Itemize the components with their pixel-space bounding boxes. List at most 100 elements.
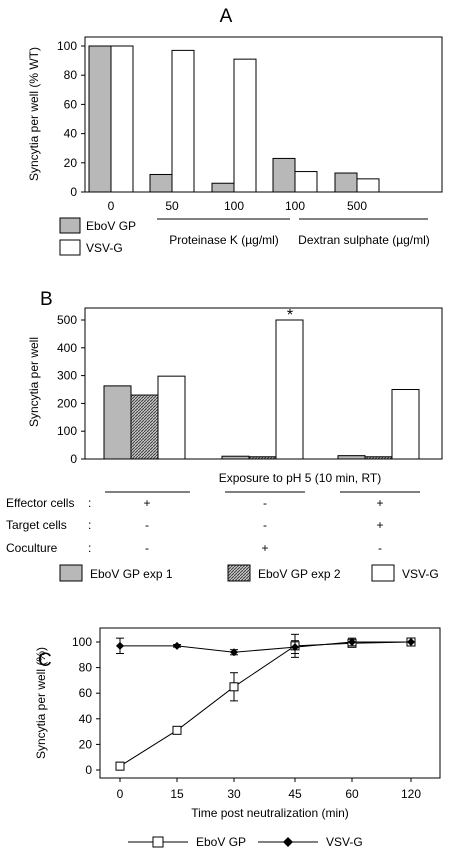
panel-c-y-tick-label: 60 xyxy=(79,686,93,700)
panel-a-y-ticks: 0 20 40 60 80 100 xyxy=(57,39,85,199)
panel-a-y-tick-label: 40 xyxy=(64,127,78,141)
legend-b-exp2-label: EboV GP exp 2 xyxy=(258,567,341,581)
panel-a-x-tick-label: 50 xyxy=(165,199,179,213)
condition-row-label: Target cells xyxy=(6,518,67,532)
series-line-ebov xyxy=(119,641,412,767)
panel-b-bars xyxy=(103,319,420,460)
condition-row-separator: : xyxy=(88,496,91,510)
legend-c-vsv-marker xyxy=(283,837,293,847)
bar-a-vsv xyxy=(171,49,195,193)
panel-c: C Syncytia per well (%) 0 20 40 60 80 100 0 15… xyxy=(34,627,441,849)
panel-c-y-tick-label: 20 xyxy=(79,737,93,751)
panel-c-y-tick-label: 40 xyxy=(79,712,93,726)
point-ebov xyxy=(172,725,182,735)
panel-b-y-tick-label: 300 xyxy=(57,369,77,383)
panel-b-y-tick-label: 400 xyxy=(57,341,77,355)
panel-c-y-ticks: 0 20 40 60 80 100 xyxy=(72,635,100,777)
panel-c-series xyxy=(115,633,416,771)
panel-c-legend: EboV GP VSV-G xyxy=(128,835,363,849)
condition-cell: - xyxy=(145,518,149,532)
bar-a-vsv xyxy=(110,45,134,193)
condition-cell: + xyxy=(261,541,268,555)
panel-b-letter: B xyxy=(40,289,53,310)
condition-row-label: Coculture xyxy=(6,541,58,555)
legend-a-ebov-swatch xyxy=(59,217,81,234)
point-vsv xyxy=(407,638,415,646)
panel-c-y-tick-label: 80 xyxy=(79,661,93,675)
panel-b-y-tick-label: 0 xyxy=(70,452,77,466)
bar-b-exp2 xyxy=(130,394,159,460)
significance-asterisk: * xyxy=(287,307,293,324)
panel-a-y-axis-title: Syncytia per well (% WT) xyxy=(27,47,41,181)
legend-b-vsv-swatch xyxy=(371,564,395,582)
point-vsv xyxy=(291,643,299,652)
bar-a-ebov xyxy=(211,182,235,193)
panel-a-bars xyxy=(88,45,380,193)
bar-a-ebov xyxy=(88,45,112,193)
point-vsv xyxy=(348,638,356,646)
panel-c-x-axis-title: Time post neutralization (min) xyxy=(191,806,349,820)
point-vsv xyxy=(230,648,238,657)
bar-a-ebov xyxy=(334,172,358,193)
panel-a-y-tick-label: 100 xyxy=(57,39,77,53)
panel-a-y-tick-label: 20 xyxy=(64,156,78,170)
panel-b-y-ticks: 0 100 200 300 400 500 xyxy=(57,313,85,466)
group-label-proteinase: Proteinase K (µg/ml) xyxy=(169,233,279,247)
panel-b-group-caption: Exposure to pH 5 (10 min, RT) xyxy=(219,471,382,485)
legend-c-vsv-label: VSV-G xyxy=(326,835,363,849)
bar-b-vsv xyxy=(391,389,420,460)
condition-cell: - xyxy=(263,518,267,532)
panel-a-frame xyxy=(84,36,443,193)
bar-a-vsv xyxy=(233,58,257,193)
bar-b-vsv xyxy=(275,319,304,460)
panel-c-x-tick-label: 60 xyxy=(345,787,359,801)
bar-b-exp2 xyxy=(248,456,277,460)
panel-c-letter: C xyxy=(38,650,52,671)
bar-b-exp1 xyxy=(337,455,366,460)
panel-a: A Syncytia per well (% WT) 020406080100 … xyxy=(27,6,443,256)
legend-b-vsv-label: VSV-G xyxy=(402,567,439,581)
panel-c-x-tick-label: 45 xyxy=(288,787,302,801)
panel-b-y-tick-label: 100 xyxy=(57,424,77,438)
condition-cell: - xyxy=(378,541,382,555)
bar-a-vsv xyxy=(356,178,380,193)
condition-cell: + xyxy=(376,496,383,510)
point-vsv xyxy=(116,641,124,650)
bar-b-exp1 xyxy=(221,455,250,460)
panel-c-y-tick-label: 100 xyxy=(72,635,92,649)
panel-b-y-tick-label: 500 xyxy=(57,313,77,327)
condition-row-separator: : xyxy=(88,541,91,555)
panel-c-y-tick-label: 0 xyxy=(85,763,92,777)
panel-a-y-tick-label: 60 xyxy=(64,97,78,111)
panel-a-letter: A xyxy=(220,6,233,27)
series-line-vsv xyxy=(120,641,411,653)
legend-c-ebov-marker xyxy=(152,836,164,848)
legend-b-exp1-label: EboV GP exp 1 xyxy=(90,567,173,581)
panel-c-x-ticks: 0 15 30 45 60 120 xyxy=(117,778,421,801)
panel-b-y-axis-title: Syncytia per well xyxy=(27,337,41,427)
panel-a-x-tick-label: 100 xyxy=(285,199,305,213)
panel-a-x-labels: 0 50 100 100 500 xyxy=(108,199,368,213)
panel-b-y-tick-label: 200 xyxy=(57,396,77,410)
point-vsv xyxy=(173,641,181,650)
panel-a-y-tick-label: 80 xyxy=(64,68,78,82)
legend-b-exp1-swatch xyxy=(59,564,83,582)
legend-a-vsv-label: VSV-G xyxy=(86,241,123,255)
condition-cell: - xyxy=(263,496,267,510)
group-label-dextran: Dextran sulphate (µg/ml) xyxy=(298,233,430,247)
bar-b-exp2 xyxy=(364,456,393,460)
panel-b-conditions-table: Effector cells: + - + Target cells: - - + Cocult… xyxy=(6,496,384,555)
legend-a-vsv-swatch xyxy=(59,239,81,256)
legend-a-ebov-label: EboV GP xyxy=(86,219,136,233)
bar-a-ebov xyxy=(272,157,296,193)
bar-b-vsv xyxy=(157,375,186,460)
bar-a-ebov xyxy=(149,173,173,193)
bar-a-vsv xyxy=(294,171,318,193)
condition-row-separator: : xyxy=(88,518,91,532)
point-ebov xyxy=(115,761,125,771)
condition-row-label: Effector cells xyxy=(6,496,74,510)
panel-a-x-tick-label: 0 xyxy=(108,199,115,213)
condition-cell: - xyxy=(145,541,149,555)
panel-a-x-tick-label: 500 xyxy=(347,199,367,213)
